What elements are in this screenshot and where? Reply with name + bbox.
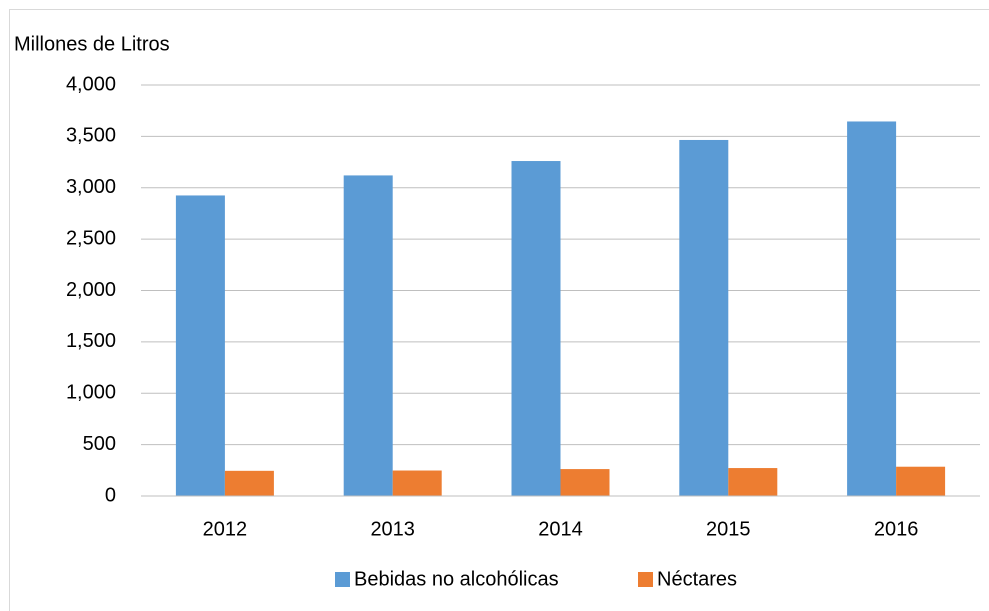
y-tick-label: 3,000 xyxy=(66,176,116,198)
x-tick-label: 2015 xyxy=(706,518,751,540)
bar xyxy=(224,470,274,496)
legend-label: Néctares xyxy=(657,568,737,590)
bar xyxy=(728,468,778,496)
y-tick-label: 3,500 xyxy=(66,125,116,147)
x-tick-label: 2013 xyxy=(370,518,415,540)
bar xyxy=(560,469,610,496)
chart-border xyxy=(9,9,989,611)
x-tick-label: 2016 xyxy=(874,518,919,540)
y-tick-label: 500 xyxy=(83,433,116,455)
bar xyxy=(343,175,393,497)
y-tick-label: 2,000 xyxy=(66,279,116,301)
legend-label: Bebidas no alcohólicas xyxy=(354,568,559,590)
bar xyxy=(847,121,897,496)
y-tick-label: 1,000 xyxy=(66,382,116,404)
legend-swatch xyxy=(638,572,653,587)
bar xyxy=(896,466,946,496)
bar xyxy=(175,195,225,497)
legend-swatch xyxy=(335,572,350,587)
y-tick-label: 2,500 xyxy=(66,227,116,249)
y-tick-label: 0 xyxy=(105,484,116,506)
y-tick-label: 1,500 xyxy=(66,330,116,352)
bar xyxy=(679,139,729,496)
bar xyxy=(511,161,561,496)
x-tick-label: 2012 xyxy=(203,518,248,540)
y-tick-label: 4,000 xyxy=(66,73,116,95)
bar xyxy=(392,470,442,496)
y-axis-label: Millones de Litros xyxy=(14,33,170,55)
x-tick-label: 2014 xyxy=(538,518,583,540)
